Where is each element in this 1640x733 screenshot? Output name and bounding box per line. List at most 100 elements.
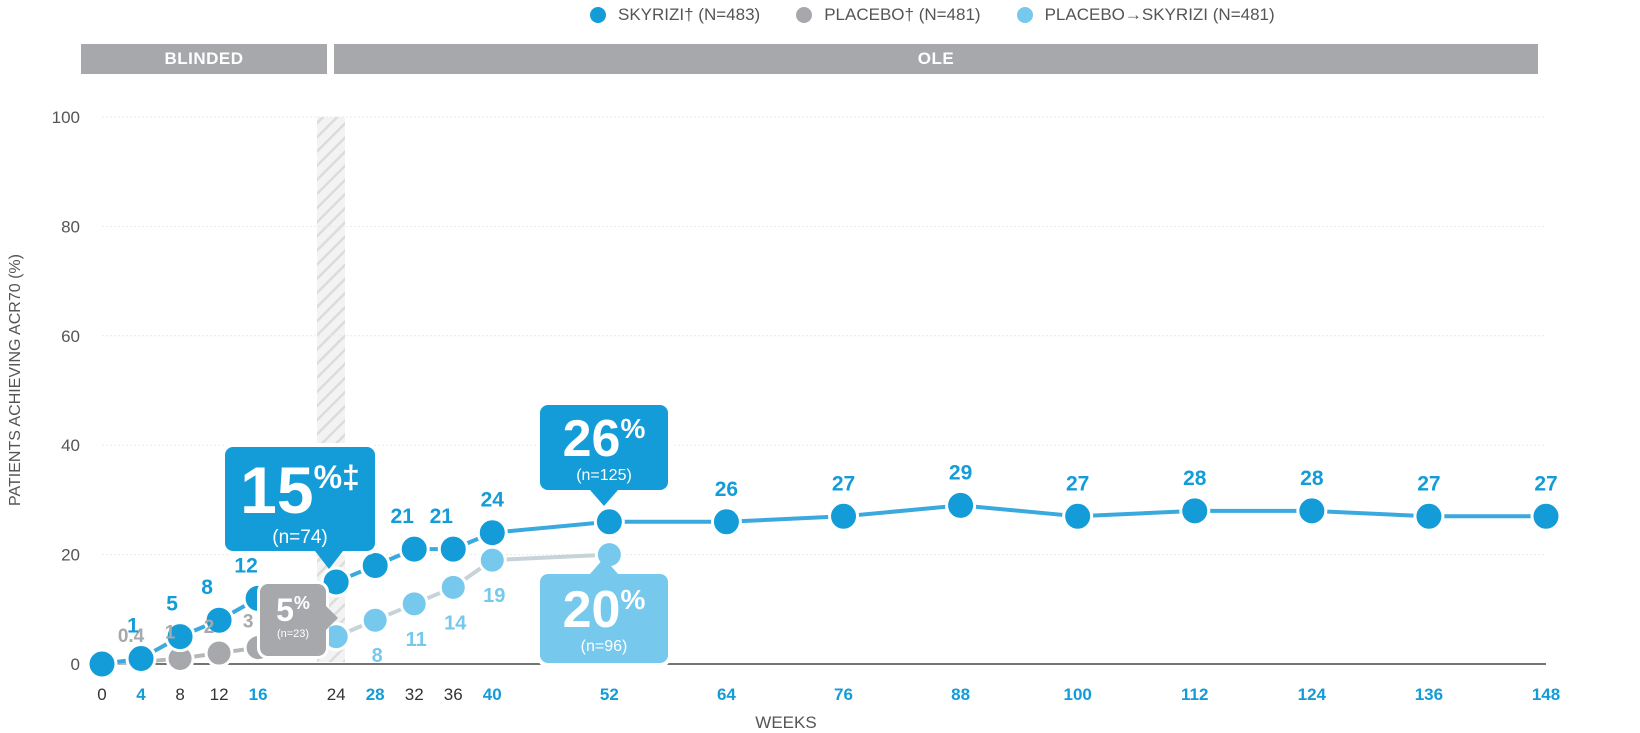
legend-item-placebo: PLACEBO† (N=481)	[796, 5, 981, 25]
data-label-skyrizi-week-100: 27	[1066, 472, 1089, 495]
x-tick-label-136: 136	[1415, 685, 1443, 704]
point-placebo-skyrizi-week-32	[399, 589, 429, 619]
data-label-skyrizi-week-64: 26	[715, 478, 738, 501]
x-tick-label-32: 32	[405, 685, 424, 704]
x-tick-label-0: 0	[97, 685, 106, 704]
legend: SKYRIZI† (N=483) PLACEBO† (N=481) PLACEB…	[590, 2, 1311, 28]
data-label-placebo-skyrizi-week-28: 8	[372, 645, 383, 667]
x-tick-label-36: 36	[444, 685, 463, 704]
callout-skyrizi-week-52: 26% (n=125)	[540, 405, 668, 506]
y-tick-label-60: 60	[61, 327, 80, 346]
callout-placebo-24-pointer	[326, 606, 338, 630]
point-skyrizi-week-28	[359, 550, 391, 582]
data-label-skyrizi-week-124: 28	[1300, 467, 1324, 490]
data-label-skyrizi-week-8: 5	[166, 593, 178, 616]
callout-skyrizi-24-n: (n=74)	[272, 527, 328, 548]
legend-marker-skyrizi	[590, 7, 606, 23]
callout-placebo-24-value: 5	[276, 592, 294, 628]
x-tick-label-112: 112	[1181, 685, 1208, 704]
y-tick-label-100: 100	[52, 108, 80, 127]
callout-placebo-skyrizi-52-n: (n=96)	[580, 638, 628, 655]
callout-skyrizi-24-sup: %‡	[313, 459, 360, 495]
x-tick-label-24: 24	[327, 685, 346, 704]
y-tick-label-0: 0	[71, 655, 80, 674]
legend-item-placebo-skyrizi: PLACEBO→SKYRIZI (N=481)	[1016, 5, 1275, 25]
callout-skyrizi-52-value: 26	[562, 410, 621, 468]
x-tick-label-12: 12	[210, 685, 229, 704]
x-tick-label-124: 124	[1298, 685, 1327, 704]
data-label-placebo-week-4: 0.4	[118, 626, 145, 647]
point-skyrizi-week-112	[1179, 495, 1211, 527]
data-label-skyrizi-week-112: 28	[1183, 467, 1207, 490]
x-tick-label-16: 16	[249, 685, 268, 704]
point-skyrizi-week-52	[593, 506, 625, 538]
legend-marker-placebo	[796, 7, 813, 23]
data-label-skyrizi-week-12: 8	[201, 576, 213, 599]
callout-placebo-skyrizi-52-pointer	[590, 558, 618, 574]
callout-skyrizi-24-pointer	[315, 551, 343, 569]
point-skyrizi-week-24	[320, 566, 352, 598]
point-skyrizi-week-88	[945, 489, 977, 521]
point-placebo-skyrizi-week-36	[438, 572, 468, 602]
point-placebo-skyrizi-week-28	[360, 605, 390, 635]
point-skyrizi-week-76	[828, 500, 860, 532]
band-ole-label: OLE	[917, 49, 955, 68]
legend-label-placebo-skyrizi: PLACEBO→SKYRIZI (N=481)	[1044, 5, 1275, 24]
point-skyrizi-week-100	[1062, 500, 1094, 532]
callout-placebo-24-n: (n=23)	[276, 628, 310, 640]
data-label-placebo-skyrizi-week-32: 11	[406, 629, 427, 651]
data-label-placebo-week-8: 1	[165, 623, 176, 644]
callout-placebo-week-24: 5% (n=23)	[260, 584, 338, 656]
point-skyrizi-week-64	[710, 506, 742, 538]
legend-label-skyrizi: SKYRIZI† (N=483)	[618, 5, 761, 24]
data-label-placebo-skyrizi-week-36: 14	[444, 612, 467, 634]
point-skyrizi-week-8	[164, 621, 196, 653]
x-tick-label-8: 8	[175, 685, 184, 704]
x-tick-label-88: 88	[951, 685, 970, 704]
data-labels: 0.41238111419158121821212426272927282827…	[118, 461, 1558, 667]
x-axis-title: WEEKS	[755, 713, 817, 732]
y-axis-title: PATIENTS ACHIEVING ACR70 (%)	[7, 254, 24, 506]
data-label-placebo-week-12: 2	[204, 617, 215, 638]
legend-label-placebo: PLACEBO† (N=481)	[824, 5, 981, 24]
data-label-skyrizi-week-16: 12	[234, 554, 257, 577]
band-blinded: BLINDED	[81, 44, 327, 74]
data-label-skyrizi-week-88: 29	[949, 461, 972, 484]
x-tick-label-52: 52	[600, 685, 619, 704]
point-skyrizi-week-124	[1296, 495, 1328, 527]
data-label-skyrizi-week-148: 27	[1534, 472, 1557, 495]
point-placebo-skyrizi-week-40	[477, 545, 507, 575]
x-tick-label-40: 40	[483, 685, 502, 704]
callout-placebo-skyrizi-52-value: 20	[562, 581, 621, 639]
callout-skyrizi-24-value: 15	[240, 453, 314, 527]
data-label-placebo-week-16: 3	[243, 612, 254, 633]
point-skyrizi-week-12	[203, 604, 235, 636]
x-tick-label-28: 28	[366, 685, 385, 704]
x-tick-label-100: 100	[1063, 685, 1091, 704]
x-tick-label-76: 76	[834, 685, 853, 704]
point-skyrizi-week-40	[476, 517, 508, 549]
band-ole: OLE	[334, 44, 1538, 74]
y-tick-label-80: 80	[61, 217, 80, 236]
callout-skyrizi-52-pointer	[590, 490, 618, 506]
callout-skyrizi-52-sup: %	[620, 413, 646, 444]
point-skyrizi-week-0	[86, 648, 118, 680]
band-blinded-label: BLINDED	[164, 49, 244, 68]
callout-placebo-skyrizi-52-sup: %	[620, 584, 646, 615]
point-placebo-week-12	[204, 638, 234, 668]
x-tick-label-64: 64	[717, 685, 736, 704]
callout-skyrizi-week-24: 15%‡ (n=74)	[225, 447, 375, 569]
data-label-skyrizi-week-136: 27	[1417, 472, 1440, 495]
point-skyrizi-week-36	[437, 533, 469, 565]
data-label-placebo-skyrizi-week-40: 19	[483, 585, 505, 607]
data-label-skyrizi-week-36: 21	[430, 505, 454, 528]
point-skyrizi-week-32	[398, 533, 430, 565]
data-label-skyrizi-week-40: 24	[481, 489, 505, 512]
legend-marker-placebo-skyrizi	[1016, 7, 1033, 23]
data-label-skyrizi-week-4: 1	[127, 615, 139, 638]
x-tick-label-4: 4	[136, 685, 146, 704]
y-tick-label-40: 40	[61, 436, 80, 455]
x-tick-label-148: 148	[1532, 685, 1560, 704]
